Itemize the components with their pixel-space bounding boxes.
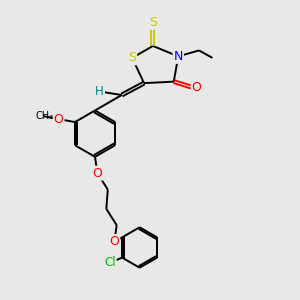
Text: O: O <box>110 235 119 248</box>
Text: N: N <box>173 50 183 63</box>
Text: H: H <box>95 85 104 98</box>
Text: S: S <box>149 16 157 29</box>
Text: S: S <box>128 51 136 64</box>
Text: O: O <box>54 112 64 126</box>
Text: O: O <box>92 167 102 180</box>
Text: O: O <box>192 81 202 94</box>
Text: Cl: Cl <box>104 256 116 269</box>
Text: CH₃: CH₃ <box>36 111 54 121</box>
